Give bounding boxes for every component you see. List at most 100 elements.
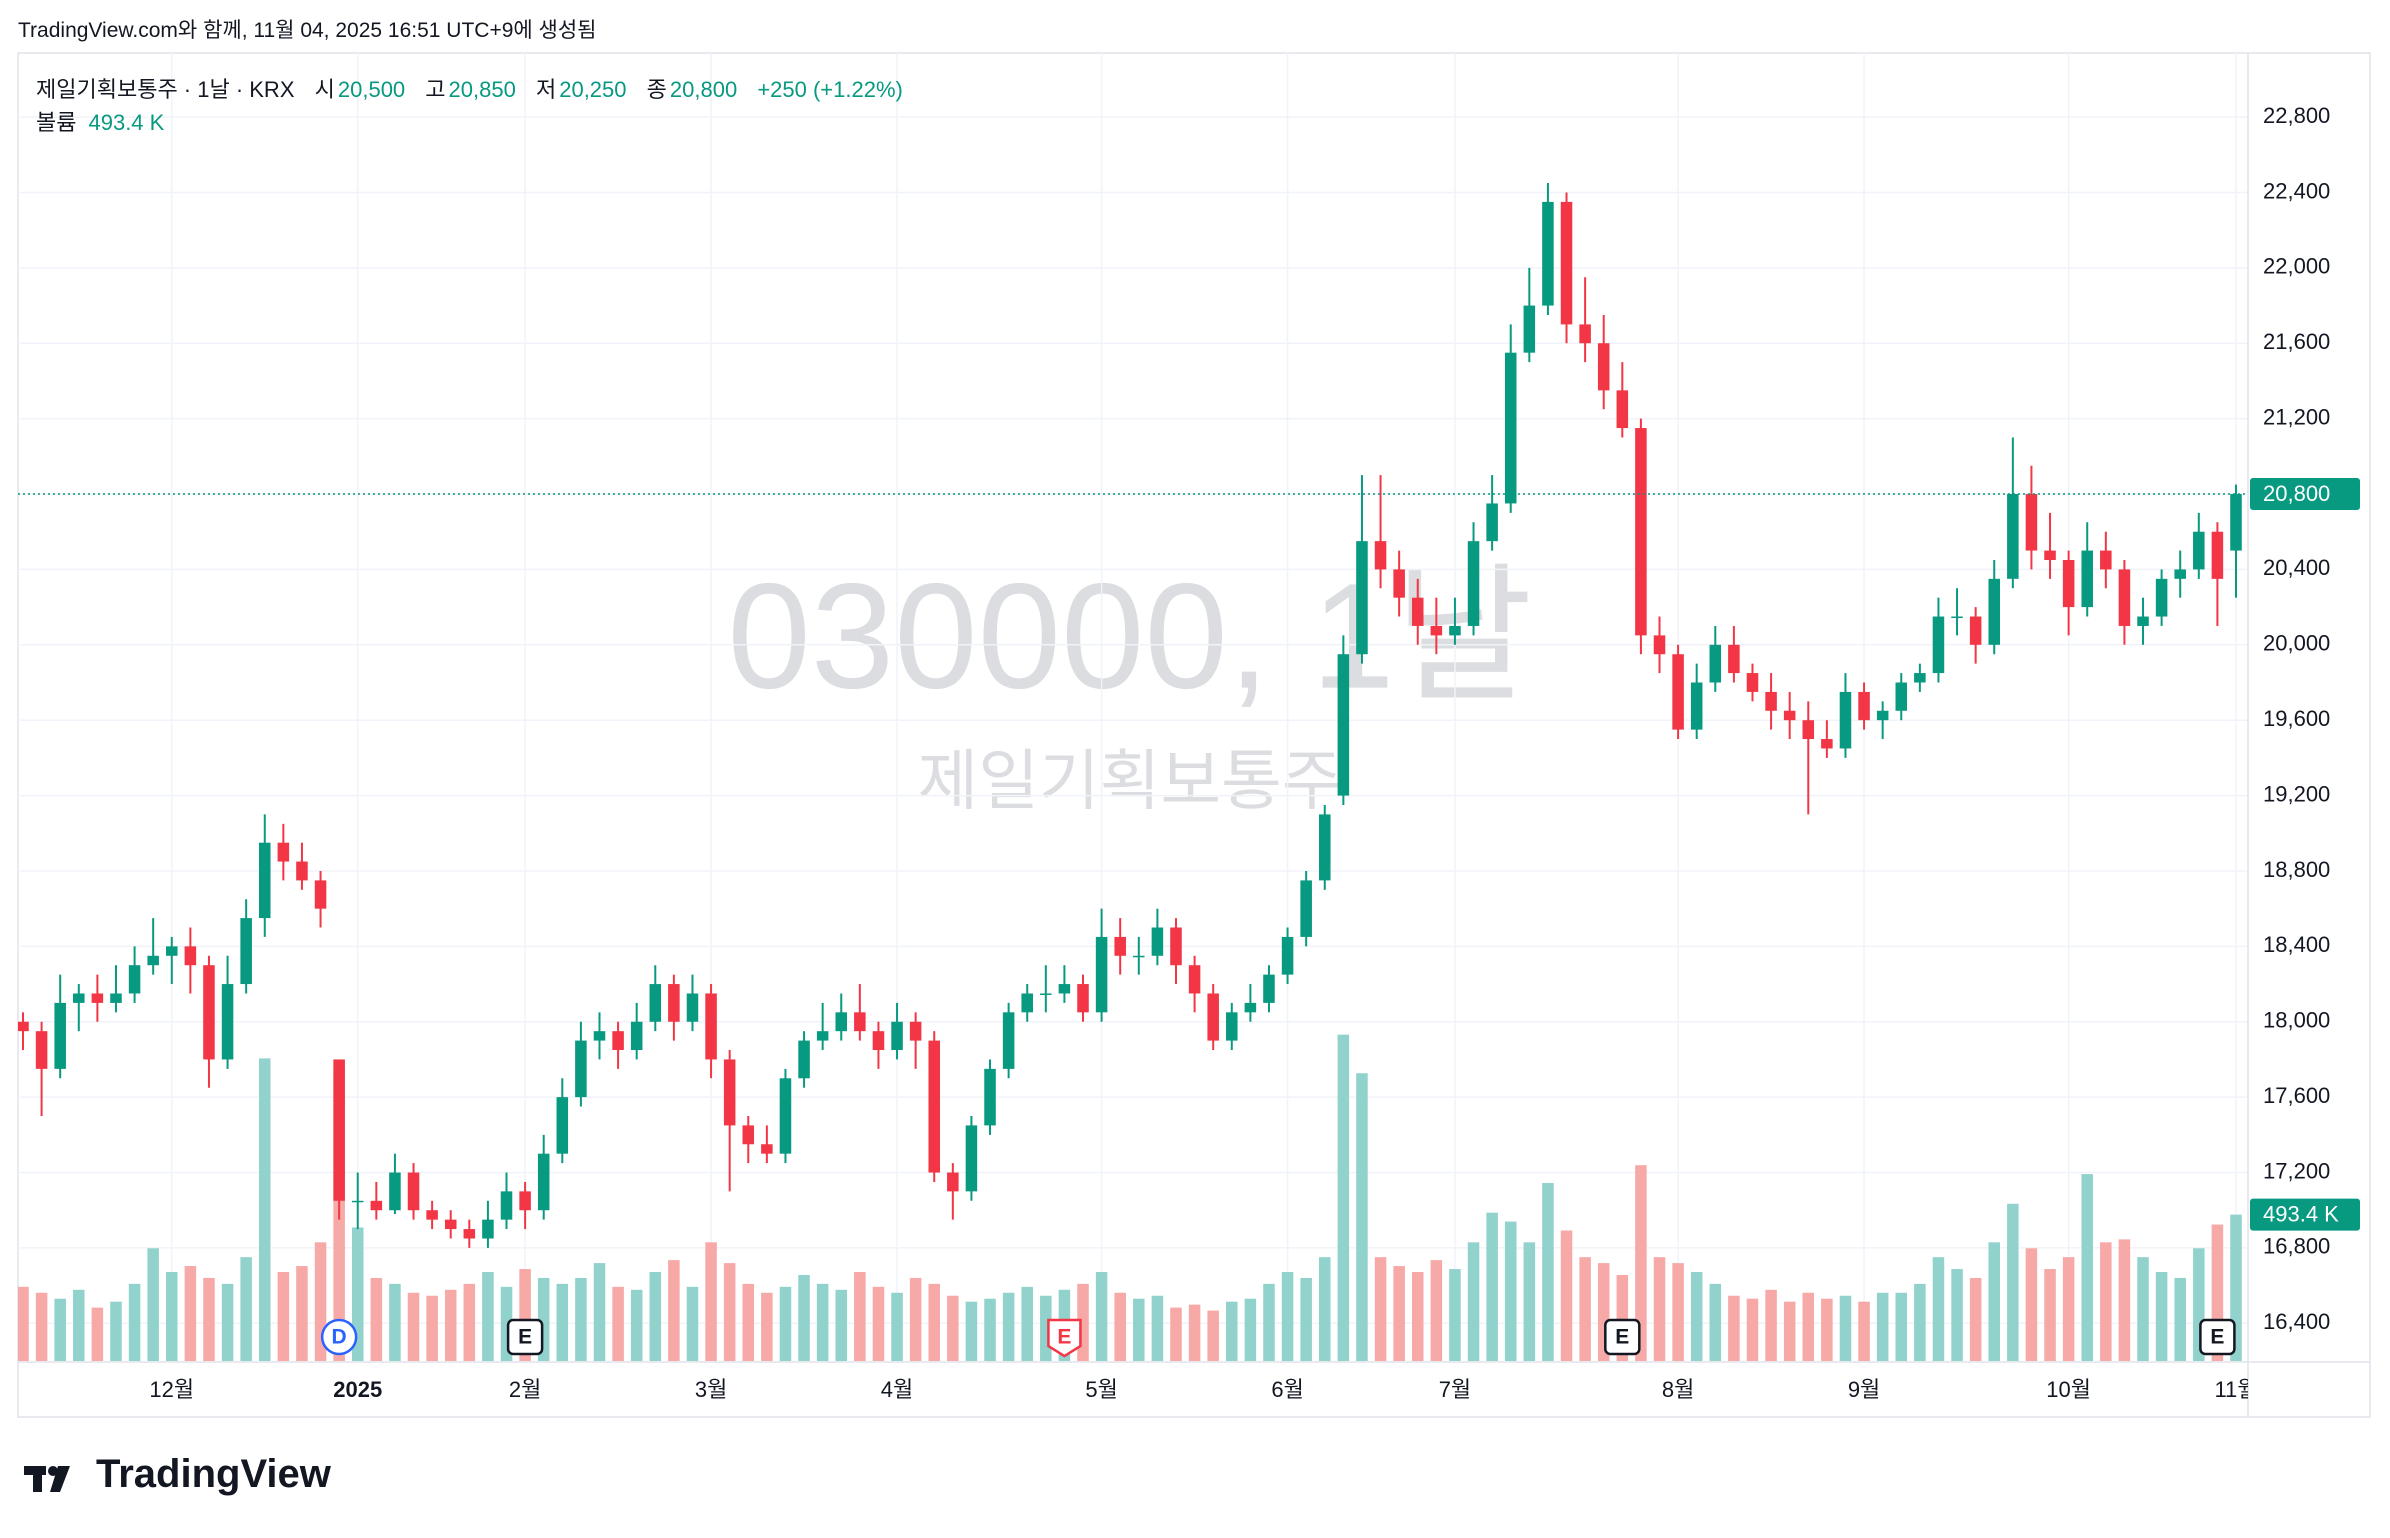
candle-body — [2230, 494, 2242, 551]
volume-bar — [240, 1257, 252, 1361]
candle-body — [854, 1012, 866, 1032]
candle-body — [1356, 541, 1368, 655]
volume-bar — [1467, 1242, 1480, 1361]
open-value: 20,500 — [337, 77, 406, 102]
volume-bar — [277, 1272, 290, 1361]
candle-body — [1151, 927, 1164, 956]
x-tick-label: 4월 — [881, 1377, 913, 1402]
volume-bar — [370, 1277, 383, 1361]
volume-bar — [1635, 1165, 1647, 1361]
volume-bar — [1988, 1242, 2001, 1361]
close-label: 종 — [646, 77, 667, 102]
y-tick-label: 20,000 — [2263, 631, 2330, 656]
candle-body — [1969, 616, 1982, 645]
volume-bar — [147, 1248, 159, 1361]
volume-bar — [389, 1283, 401, 1361]
candle-body — [1486, 503, 1498, 542]
volume-bar — [1430, 1260, 1443, 1361]
volume-bar — [1709, 1283, 1722, 1361]
candle-body — [2081, 550, 2093, 608]
volume-bar — [54, 1298, 66, 1361]
volume-bar — [203, 1277, 215, 1361]
candle-body — [1653, 635, 1666, 655]
volume-tag-label: 493.4 K — [2263, 1201, 2339, 1226]
symbol-title: 제일기획보통주 · 1날 · KRX — [36, 77, 295, 102]
volume-bar — [1337, 1034, 1350, 1361]
candle-body — [1226, 1012, 1238, 1041]
candle-body — [1523, 305, 1536, 353]
high-value: 20,850 — [448, 77, 516, 102]
header: TradingView.com와 함께, 11월 04, 2025 16:51 … — [18, 19, 597, 42]
candle-body — [1858, 691, 1870, 721]
candle-body — [891, 1021, 903, 1051]
candle-body — [314, 880, 327, 909]
volume-bar — [965, 1301, 978, 1361]
candle-body — [1077, 984, 1089, 1013]
volume-bar — [630, 1289, 643, 1361]
candle-body — [1672, 654, 1684, 730]
candle-body — [482, 1219, 494, 1239]
volume-bar — [798, 1274, 810, 1361]
event-marker — [320, 1318, 358, 1356]
y-tick-label: 18,800 — [2263, 857, 2330, 882]
candle-body — [1802, 720, 1815, 740]
volume-bar — [519, 1269, 531, 1361]
candle-body — [35, 1031, 48, 1069]
candle-body — [73, 993, 85, 1003]
volume-bar — [1095, 1272, 1108, 1361]
volume-bar — [1170, 1307, 1182, 1361]
y-tick-label: 19,600 — [2263, 706, 2330, 731]
volume-bar — [1486, 1212, 1498, 1361]
candle-body — [984, 1068, 996, 1126]
candle-body — [909, 1021, 922, 1041]
x-tick-label: 2025 — [333, 1377, 382, 1402]
event-label: E — [1615, 1326, 1629, 1349]
candle-body — [2100, 550, 2112, 570]
volume-bar — [1560, 1230, 1573, 1361]
volume-bar — [110, 1301, 122, 1361]
x-tick-label: 12월 — [149, 1377, 194, 1402]
x-tick-label: 10월 — [2046, 1377, 2091, 1402]
candle-body — [872, 1031, 885, 1051]
candle-body — [110, 993, 122, 1003]
volume-bar — [1411, 1272, 1424, 1361]
candle-body — [1579, 324, 1591, 344]
volume-bar — [593, 1263, 606, 1361]
candle-body — [1002, 1012, 1015, 1069]
logo-icon — [24, 1466, 70, 1492]
volume-bar — [2230, 1214, 2242, 1361]
candle-body — [1374, 541, 1387, 570]
candle-body — [2193, 531, 2205, 570]
volume-bar — [575, 1277, 587, 1361]
candle-body — [1783, 710, 1796, 721]
volume-value: 493.4 K — [88, 110, 165, 135]
volume-bar — [2100, 1242, 2112, 1361]
volume-bar — [1728, 1295, 1740, 1361]
last-price-tag — [2250, 478, 2360, 511]
volume-bar — [835, 1289, 848, 1361]
candle-body — [649, 984, 662, 1022]
volume-bar — [2025, 1248, 2038, 1361]
y-tick-label: 16,800 — [2263, 1234, 2330, 1259]
volume-bar — [1114, 1292, 1126, 1361]
volume-bar — [1077, 1283, 1089, 1361]
volume-bar — [1542, 1183, 1554, 1361]
candle-body — [668, 984, 680, 1022]
volume-bar — [1672, 1263, 1684, 1361]
y-tick-label: 17,600 — [2263, 1083, 2330, 1108]
candle-body — [1133, 955, 1145, 958]
candle-body — [1393, 569, 1405, 598]
y-tick-label: 19,200 — [2263, 781, 2330, 806]
candle-body — [2007, 494, 2019, 579]
y-tick-label: 18,000 — [2263, 1008, 2330, 1033]
candle-body — [54, 1002, 66, 1069]
logo-text: TradingView — [96, 1452, 331, 1496]
candle-body — [221, 984, 234, 1060]
candle-body — [1746, 673, 1759, 692]
volume-bar — [891, 1292, 903, 1361]
volume-bar — [1597, 1263, 1610, 1361]
y-tick-label: 22,800 — [2263, 103, 2330, 128]
